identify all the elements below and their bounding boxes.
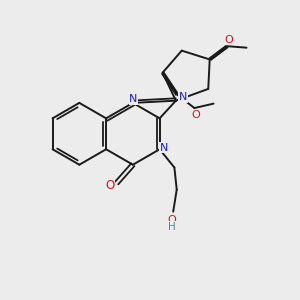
Text: O: O [191, 110, 200, 119]
Text: O: O [167, 215, 176, 225]
Text: N: N [160, 143, 168, 153]
Text: O: O [106, 179, 115, 192]
Text: N: N [129, 94, 138, 104]
Text: O: O [224, 35, 233, 45]
Text: N: N [179, 92, 188, 102]
Text: H: H [168, 222, 176, 232]
